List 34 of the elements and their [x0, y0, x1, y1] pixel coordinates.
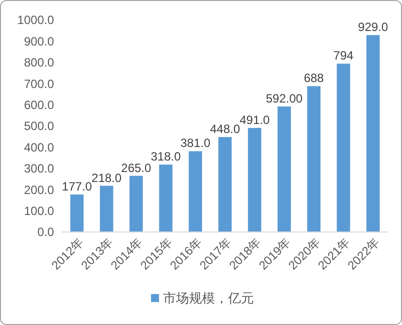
data-label: 688	[304, 71, 324, 86]
y-tick-label: 300.0	[24, 162, 54, 176]
data-label: 491.0	[240, 112, 270, 127]
bar	[278, 106, 291, 232]
bar	[307, 86, 320, 232]
y-tick-label: 900.0	[24, 34, 54, 48]
data-label: 381.0	[180, 136, 211, 150]
data-label: 448.0	[210, 122, 240, 136]
data-label: 929.0	[358, 20, 388, 34]
data-label: 794	[333, 48, 354, 63]
bar	[366, 35, 380, 232]
bar	[218, 137, 232, 232]
y-tick-label: 400.0	[24, 140, 54, 154]
data-label: 592.00	[266, 91, 303, 106]
data-label: 218.0	[92, 170, 122, 185]
y-tick-label: 500.0	[24, 119, 54, 134]
bar	[248, 128, 262, 232]
bar	[336, 64, 350, 232]
bar	[159, 164, 172, 232]
y-tick-label: 600.0	[24, 98, 54, 112]
bar	[188, 151, 202, 232]
y-tick-label: 700.0	[24, 76, 54, 91]
bar	[100, 186, 114, 232]
y-tick-label: 800.0	[24, 56, 54, 70]
y-tick-label: 1000.0	[17, 13, 54, 28]
bar	[70, 194, 84, 232]
data-label: 318.0	[150, 150, 182, 164]
y-tick-label: 200.0	[24, 182, 54, 197]
y-tick-label: 100.0	[24, 204, 54, 218]
data-label: 265.0	[121, 160, 152, 175]
bar	[130, 176, 143, 232]
data-label: 177.0	[62, 179, 92, 194]
legend-label: 市场规模，亿元	[163, 290, 254, 306]
y-tick-label: 0.0	[37, 225, 54, 240]
